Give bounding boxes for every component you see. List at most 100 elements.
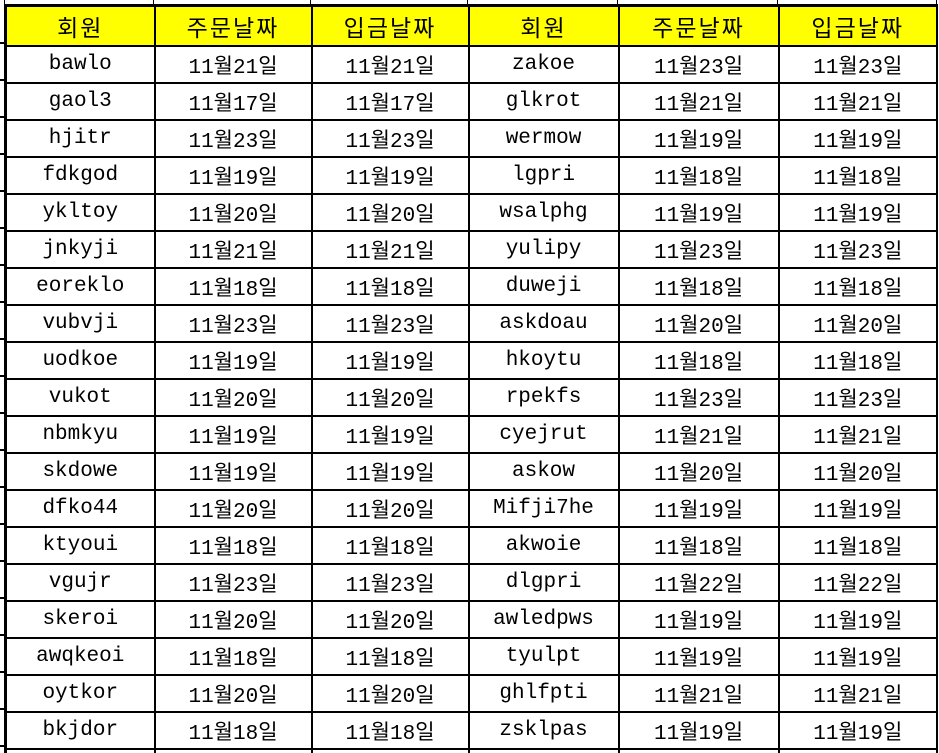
order-date-cell[interactable]: 11월19일	[617, 193, 780, 232]
order-date-cell[interactable]: 11월21일	[617, 415, 780, 454]
member-cell[interactable]: dfko44	[4, 489, 156, 528]
member-cell[interactable]: wermow	[467, 119, 620, 158]
member-cell[interactable]: ktyoui	[4, 526, 156, 565]
deposit-date-cell[interactable]: 11월18일	[777, 267, 938, 306]
order-date-cell[interactable]: 11월23일	[153, 563, 313, 602]
member-cell[interactable]: glkrot	[467, 82, 620, 121]
deposit-date-cell[interactable]: 11월19일	[310, 156, 470, 195]
deposit-date-cell[interactable]: 11월23일	[777, 230, 938, 269]
member-cell[interactable]: wsalphg	[467, 193, 620, 232]
member-cell[interactable]: tyulpt	[467, 637, 620, 676]
order-date-cell[interactable]: 11월23일	[617, 230, 780, 269]
deposit-date-cell[interactable]: 11월23일	[777, 378, 938, 417]
order-date-cell[interactable]: 11월20일	[153, 489, 313, 528]
deposit-date-cell[interactable]: 11월20일	[310, 378, 470, 417]
deposit-date-cell[interactable]: 11월19일	[777, 711, 938, 750]
member-cell[interactable]: rpekfs	[467, 378, 620, 417]
deposit-date-cell[interactable]: 11월20일	[310, 489, 470, 528]
deposit-date-cell[interactable]: 11월18일	[777, 526, 938, 565]
deposit-date-cell[interactable]: 11월18일	[310, 637, 470, 676]
order-date-cell[interactable]: 11월20일	[153, 193, 313, 232]
deposit-date-cell[interactable]: 11월20일	[777, 452, 938, 491]
order-date-cell[interactable]: 11월19일	[153, 452, 313, 491]
member-cell[interactable]: vubvji	[4, 304, 156, 343]
order-date-cell[interactable]: 11월20일	[617, 304, 780, 343]
member-cell[interactable]: jnkyji	[4, 230, 156, 269]
deposit-date-cell[interactable]: 11월23일	[777, 45, 938, 84]
column-header-order-date-1[interactable]: 주문날짜	[153, 4, 313, 47]
order-date-cell[interactable]: 11월20일	[617, 452, 780, 491]
order-date-cell[interactable]: 11월18일	[153, 267, 313, 306]
deposit-date-cell[interactable]: 11월17일	[310, 82, 470, 121]
member-cell[interactable]: skeroi	[4, 600, 156, 639]
deposit-date-cell[interactable]: 11월21일	[777, 415, 938, 454]
column-header-member-2[interactable]: 회원	[467, 4, 620, 47]
order-date-cell[interactable]: 11월23일	[617, 378, 780, 417]
empty-cell[interactable]	[310, 748, 470, 753]
member-cell[interactable]: eoreklo	[4, 267, 156, 306]
column-header-member-1[interactable]: 회원	[4, 4, 156, 47]
order-date-cell[interactable]: 11월19일	[617, 489, 780, 528]
member-cell[interactable]: ghlfpti	[467, 674, 620, 713]
order-date-cell[interactable]: 11월18일	[617, 267, 780, 306]
order-date-cell[interactable]: 11월19일	[617, 637, 780, 676]
member-cell[interactable]: vgujr	[4, 563, 156, 602]
deposit-date-cell[interactable]: 11월19일	[777, 600, 938, 639]
deposit-date-cell[interactable]: 11월21일	[310, 45, 470, 84]
deposit-date-cell[interactable]: 11월20일	[310, 193, 470, 232]
member-cell[interactable]: zsklpas	[467, 711, 620, 750]
member-cell[interactable]: yulipy	[467, 230, 620, 269]
member-cell[interactable]: cyejrut	[467, 415, 620, 454]
order-date-cell[interactable]: 11월21일	[617, 82, 780, 121]
order-date-cell[interactable]: 11월19일	[153, 415, 313, 454]
order-date-cell[interactable]: 11월19일	[617, 600, 780, 639]
order-date-cell[interactable]: 11월19일	[153, 156, 313, 195]
deposit-date-cell[interactable]: 11월19일	[777, 119, 938, 158]
deposit-date-cell[interactable]: 11월18일	[310, 711, 470, 750]
empty-cell[interactable]	[617, 748, 780, 753]
order-date-cell[interactable]: 11월20일	[153, 674, 313, 713]
member-cell[interactable]: skdowe	[4, 452, 156, 491]
deposit-date-cell[interactable]: 11월21일	[310, 230, 470, 269]
order-date-cell[interactable]: 11월23일	[617, 45, 780, 84]
member-cell[interactable]: akwoie	[467, 526, 620, 565]
deposit-date-cell[interactable]: 11월23일	[310, 119, 470, 158]
deposit-date-cell[interactable]: 11월19일	[310, 415, 470, 454]
deposit-date-cell[interactable]: 11월19일	[310, 452, 470, 491]
order-date-cell[interactable]: 11월21일	[153, 45, 313, 84]
member-cell[interactable]: uodkoe	[4, 341, 156, 380]
deposit-date-cell[interactable]: 11월18일	[310, 526, 470, 565]
deposit-date-cell[interactable]: 11월22일	[777, 563, 938, 602]
deposit-date-cell[interactable]: 11월19일	[777, 489, 938, 528]
order-date-cell[interactable]: 11월22일	[617, 563, 780, 602]
order-date-cell[interactable]: 11월18일	[617, 341, 780, 380]
order-date-cell[interactable]: 11월18일	[617, 156, 780, 195]
member-cell[interactable]: askow	[467, 452, 620, 491]
order-date-cell[interactable]: 11월17일	[153, 82, 313, 121]
order-date-cell[interactable]: 11월19일	[617, 119, 780, 158]
member-cell[interactable]: gaol3	[4, 82, 156, 121]
order-date-cell[interactable]: 11월18일	[153, 526, 313, 565]
deposit-date-cell[interactable]: 11월20일	[310, 600, 470, 639]
member-cell[interactable]: hkoytu	[467, 341, 620, 380]
member-cell[interactable]: bawlo	[4, 45, 156, 84]
member-cell[interactable]: hjitr	[4, 119, 156, 158]
order-date-cell[interactable]: 11월21일	[617, 674, 780, 713]
column-header-deposit-date-1[interactable]: 입금날짜	[310, 4, 470, 47]
member-cell[interactable]: askdoau	[467, 304, 620, 343]
deposit-date-cell[interactable]: 11월19일	[777, 193, 938, 232]
deposit-date-cell[interactable]: 11월20일	[310, 674, 470, 713]
member-cell[interactable]: Mifji7he	[467, 489, 620, 528]
member-cell[interactable]: ykltoy	[4, 193, 156, 232]
column-header-deposit-date-2[interactable]: 입금날짜	[777, 4, 938, 47]
empty-cell[interactable]	[467, 748, 620, 753]
order-date-cell[interactable]: 11월23일	[153, 119, 313, 158]
empty-cell[interactable]	[777, 748, 938, 753]
order-date-cell[interactable]: 11월18일	[153, 711, 313, 750]
order-date-cell[interactable]: 11월19일	[153, 341, 313, 380]
member-cell[interactable]: nbmkyu	[4, 415, 156, 454]
member-cell[interactable]: oytkor	[4, 674, 156, 713]
order-date-cell[interactable]: 11월19일	[617, 711, 780, 750]
deposit-date-cell[interactable]: 11월19일	[310, 341, 470, 380]
deposit-date-cell[interactable]: 11월18일	[310, 267, 470, 306]
